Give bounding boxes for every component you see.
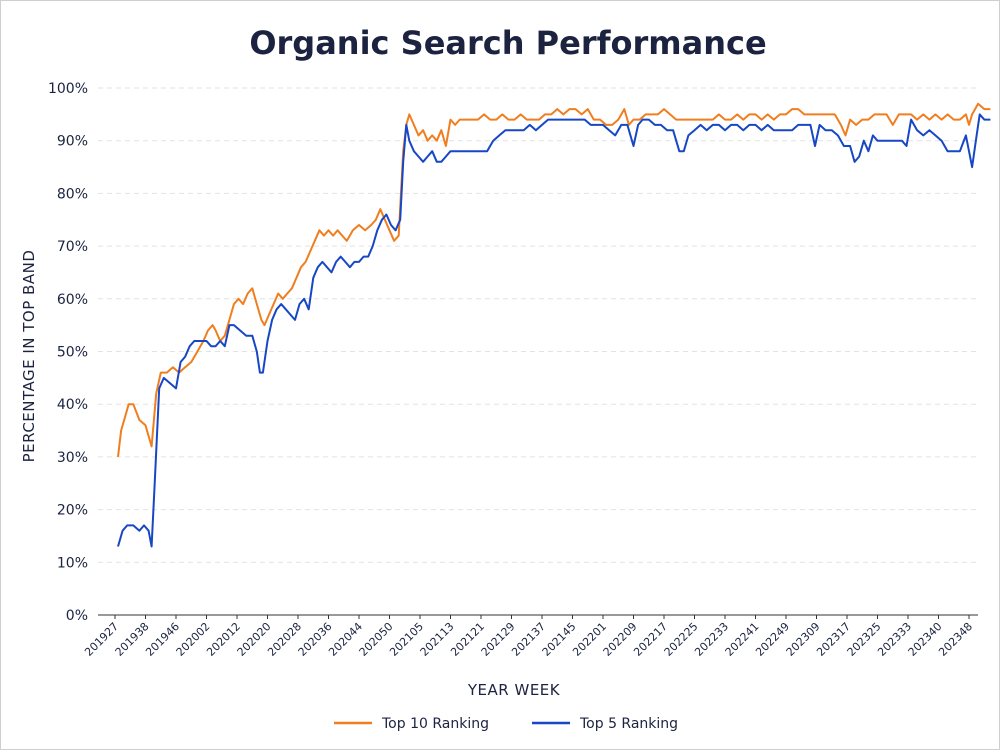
y-tick-label: 30% <box>57 450 88 466</box>
y-tick-label: 0% <box>66 608 88 624</box>
y-tick-label: 70% <box>57 239 88 255</box>
legend-label-top-5: Top 5 Ranking <box>579 716 678 732</box>
legend: Top 10 Ranking Top 5 Ranking <box>334 716 678 732</box>
series-line-top-10 <box>117 102 991 458</box>
legend-label-top-10: Top 10 Ranking <box>381 716 489 732</box>
x-axis-title: YEAR WEEK <box>467 681 561 699</box>
y-axis-ticks: 0% 10% 20% 30% 40% 50% 60% 70% 80% 90% 100% <box>48 81 88 624</box>
x-tick-label: 202348 <box>936 620 975 659</box>
y-tick-label: 60% <box>57 292 88 308</box>
y-tick-label: 20% <box>57 503 88 519</box>
grid-lines <box>98 87 978 563</box>
chart-title: Organic Search Performance <box>249 24 766 62</box>
y-tick-label: 50% <box>57 345 88 361</box>
y-tick-label: 90% <box>57 134 88 150</box>
series-lines <box>117 102 991 548</box>
y-axis-title: PERCENTAGE IN TOP BAND <box>20 250 38 463</box>
x-axis-ticks: 2019272019382019462020022020122020202020… <box>82 615 975 659</box>
y-tick-label: 100% <box>48 81 88 97</box>
series-line-top-5 <box>117 113 991 548</box>
y-tick-label: 80% <box>57 186 88 202</box>
y-tick-label: 40% <box>57 397 88 413</box>
y-tick-label: 10% <box>57 555 88 571</box>
